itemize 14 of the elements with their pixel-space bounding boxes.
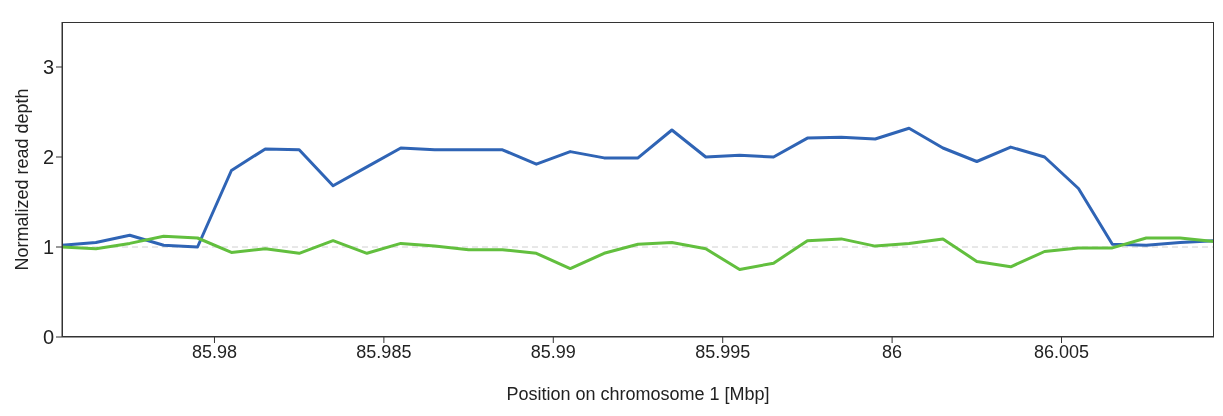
x-tick-label: 86 [882, 341, 903, 362]
x-tick-label: 85.995 [695, 341, 751, 362]
x-tick-label: 86.005 [1034, 341, 1090, 362]
y-tick-label: 3 [42, 56, 54, 79]
line-series [62, 126, 1214, 249]
x-tick-label: 85.99 [530, 341, 576, 362]
y-tick-label: 1 [42, 236, 54, 259]
y-axis-title: Normalized read depth [12, 88, 33, 271]
x-axis-title: Position on chromosome 1 [Mbp] [506, 384, 770, 404]
y-tick-label: 2 [42, 146, 54, 169]
x-tick-label: 85.98 [191, 341, 237, 362]
line-series [62, 234, 1214, 271]
y-tick-label: 0 [42, 326, 54, 349]
x-tick-label: 85.985 [356, 341, 412, 362]
